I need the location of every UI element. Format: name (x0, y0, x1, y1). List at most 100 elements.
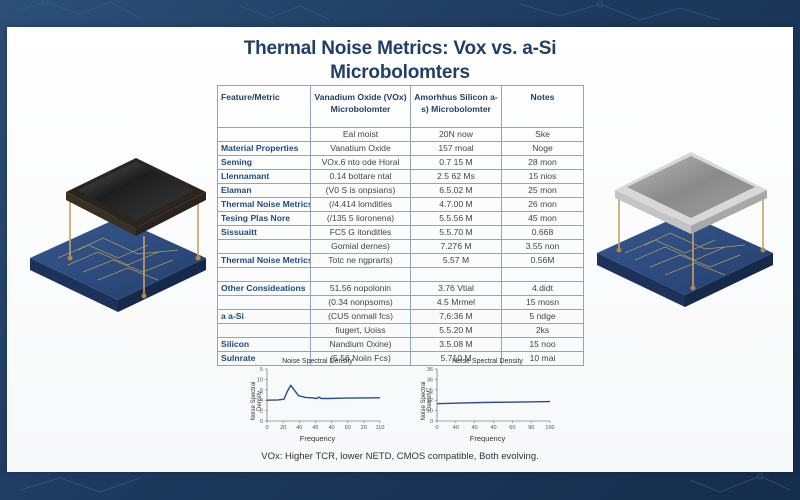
table-row: Sissuaitt FC5 G itonditles 5.5.70 M 0.668 (217, 225, 584, 240)
table-cell: (/4.414 lomditles (310, 197, 411, 212)
header-asi: Amorhhus Silicon a-s) Microbolomter (410, 85, 502, 128)
page-title: Thermal Noise Metrics: Vox vs. a-Si Micr… (243, 38, 557, 83)
table-cell: Noge (501, 141, 584, 156)
table-row: Tesing Plas Nore (/135 5 lioronena) 5.5.56… (217, 211, 584, 226)
asi-chip-illustration (597, 152, 773, 307)
chart-xlabel: Frequency (299, 434, 336, 443)
table-cell: 3.76 Vtial (410, 281, 502, 296)
svg-text:4: 4 (260, 398, 263, 404)
table-cell: Gomial dernes) (310, 239, 411, 254)
table-cell: (5.56 Noiin Fcs) (310, 351, 411, 366)
table-cell: (V0 S is onpsians) (310, 183, 411, 198)
svg-text:36: 36 (427, 367, 433, 373)
svg-text:110: 110 (376, 425, 385, 431)
row-label: Sulnrate (217, 351, 311, 366)
svg-text:0: 0 (260, 419, 263, 425)
table-cell: 0.7 15 M (410, 155, 502, 170)
table-row: Other Consideations 51.56 nopolonin 3.76 V… (217, 281, 584, 296)
table-cell: (0.34 nonpsoms) (310, 295, 411, 310)
table-cell: Vanatium Oxide (310, 141, 411, 156)
row-label: Tesing Plas Nore (217, 211, 311, 226)
table-row: Llennamant 0.14 bottare ntal 2.5 62 Ms 15 n… (217, 169, 584, 184)
table-cell: 10 mai (501, 351, 584, 366)
row-label: Silicon (217, 337, 311, 352)
table-cell (410, 267, 502, 282)
svg-text:0: 0 (435, 425, 438, 431)
header-notes: Notes (501, 85, 584, 128)
table-cell: 7,6:36 M (410, 309, 502, 324)
svg-text:90: 90 (528, 425, 534, 431)
svg-text:10: 10 (257, 377, 263, 383)
row-label: Thermal Noise Metrics (217, 197, 311, 212)
svg-text:1/6: 1/6 (425, 388, 433, 394)
row-label (217, 323, 311, 338)
row-label: Sissuaitt (217, 225, 311, 240)
table-row: Silicon Nandium Oxine) 3.5.08 M 15 noo (217, 337, 584, 352)
table-cell: 15 mosn (501, 295, 584, 310)
chart-plot-area: 0 10 12 1/6 36 36 0 40 40 40 60 90 160 (425, 367, 554, 431)
table-cell: 20N now (410, 127, 502, 142)
table-cell: Nandium Oxine) (310, 337, 411, 352)
row-label (217, 239, 311, 254)
table-row: Seming VOx.6 nto ode Horal 0.7 15 M 28 mon (217, 155, 584, 170)
table-cell: 7.276 M (410, 239, 502, 254)
table-cell: 15 noo (501, 337, 584, 352)
table-cell: 25 mon (501, 183, 584, 198)
table-cell: 3.55 non (501, 239, 584, 254)
table-cell: 26 mon (501, 197, 584, 212)
table-cell: 4.5 Mrmel (410, 295, 502, 310)
row-label (217, 267, 311, 282)
svg-text:40: 40 (296, 425, 302, 431)
row-label: Seming (217, 155, 311, 170)
row-label (217, 295, 311, 310)
header-vox: Vanadium Oxide (VOx) Microbolomter (310, 85, 411, 128)
svg-text:40: 40 (472, 425, 478, 431)
table-row: Elaman (V0 S is onpsians) 6.5.02 M 25 mon (217, 183, 584, 198)
svg-text:20: 20 (361, 425, 367, 431)
table-cell: 5.5.56 M (410, 211, 502, 226)
table-row: Eal moist 20N now Ske (217, 127, 584, 142)
svg-text:6: 6 (260, 388, 263, 394)
svg-text:5: 5 (260, 367, 263, 373)
table-cell: VOx.6 nto ode Horal (310, 155, 411, 170)
row-label: Thermal Noise Metrics (217, 253, 311, 268)
table-row: Thermal Noise Metrics (/4.414 lomditles 4.… (217, 197, 584, 212)
table-row: Thermal Noise Metrics Totc ne ngprarts) 5.… (217, 253, 584, 268)
table-row: Sulnrate (5.56 Noiin Fcs) 5.710 M 10 mai (217, 351, 584, 366)
svg-text:40: 40 (329, 425, 335, 431)
svg-text:12: 12 (427, 398, 433, 404)
table-cell: (CUS onmall fcs) (310, 309, 411, 324)
table-cell (310, 267, 411, 282)
table-row (217, 267, 584, 282)
table-cell: 0.668 (501, 225, 584, 240)
svg-text:20: 20 (280, 425, 286, 431)
table-cell: 0.14 bottare ntal (310, 169, 411, 184)
row-label: Llennamant (217, 169, 311, 184)
table-cell: (/135 5 lioronena) (310, 211, 411, 226)
row-label: a a-Si (217, 309, 311, 324)
header-feature: Feature/Metric (217, 85, 311, 128)
table-cell: Totc ne ngprarts) (310, 253, 411, 268)
table-cell: Ske (501, 127, 584, 142)
table-cell: 51.56 nopolonin (310, 281, 411, 296)
svg-text:45: 45 (312, 425, 318, 431)
table-cell: 6.5.02 M (410, 183, 502, 198)
row-label: Material Properties (217, 141, 311, 156)
summary-caption: VOx: Higher TCR, lower NETD, CMOS compat… (261, 451, 539, 462)
table-cell: 4.didt (501, 281, 584, 296)
row-label (217, 127, 311, 142)
table-cell: fiugert, Uoiss (310, 323, 411, 338)
table-cell: 157 moal (410, 141, 502, 156)
svg-text:36: 36 (427, 377, 433, 383)
table-cell: 0.56M (501, 253, 584, 268)
svg-text:0: 0 (265, 425, 268, 431)
table-row: Material Properties Vanatium Oxide 157 moa… (217, 141, 584, 156)
table-cell: 3.5.08 M (410, 337, 502, 352)
table-cell: 45 mon (501, 211, 584, 226)
svg-text:60: 60 (509, 425, 515, 431)
table-row: fiugert, Uoiss 5.5.20 M 2ks (217, 323, 584, 338)
svg-text:160: 160 (545, 425, 554, 431)
vox-noise-chart: Noise Spectral Density Noise Spectral De… (245, 355, 390, 445)
table-cell: 28 mon (501, 155, 584, 170)
